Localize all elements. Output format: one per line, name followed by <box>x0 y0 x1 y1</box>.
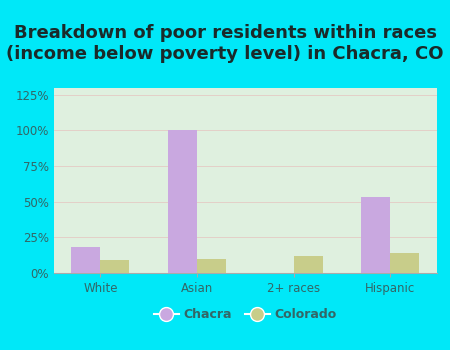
Bar <box>390 253 419 273</box>
Bar <box>197 259 226 273</box>
Text: Breakdown of poor residents within races
(income below poverty level) in Chacra,: Breakdown of poor residents within races… <box>6 25 444 63</box>
Bar <box>100 260 129 273</box>
Bar <box>168 130 197 273</box>
Legend: Chacra, Colorado: Chacra, Colorado <box>148 303 342 326</box>
Bar <box>361 197 390 273</box>
Bar <box>293 256 323 273</box>
Bar <box>72 247 100 273</box>
